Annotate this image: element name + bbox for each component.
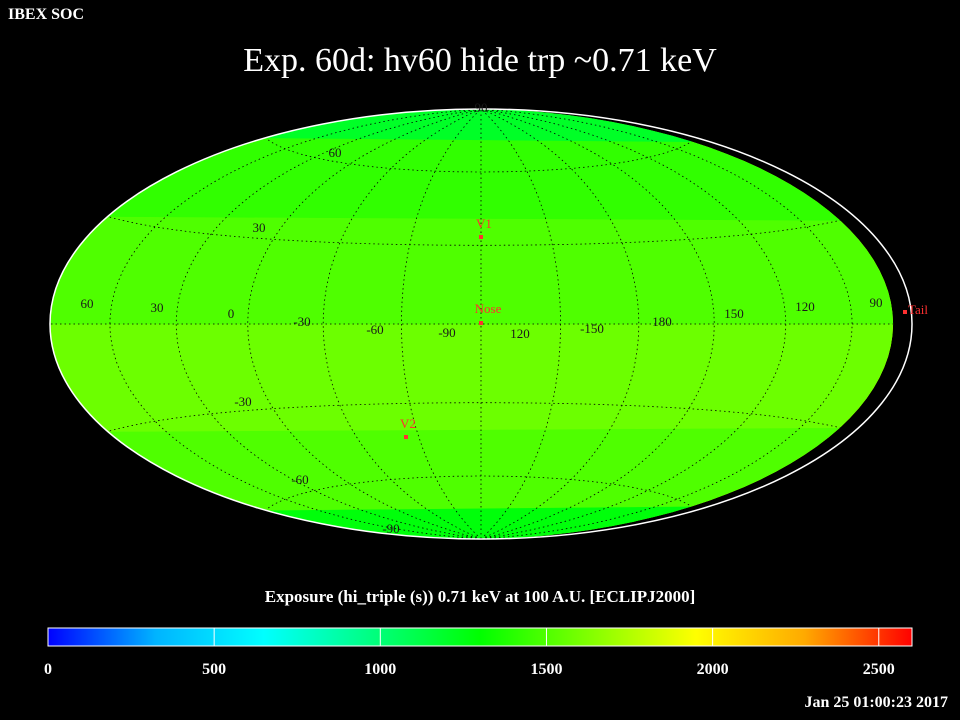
parallel-line [265, 137, 697, 173]
lat-label: 90 [475, 100, 488, 115]
exposure-stripe [50, 216, 894, 325]
lon-label: 120 [510, 326, 530, 341]
lat-label: -30 [234, 394, 251, 409]
org-label: IBEX SOC [8, 6, 85, 23]
lat-label: -60 [291, 472, 308, 487]
meridian-line [480, 109, 562, 539]
exposure-stripe [265, 506, 692, 539]
parallel-line [107, 402, 855, 432]
lat-label: -90 [382, 521, 399, 536]
lon-label: 150 [724, 306, 744, 321]
marker-tail-label: Tail [908, 302, 928, 317]
colorbar-title: Exposure (hi_triple (s)) 0.71 keV at 100… [264, 587, 696, 606]
marker-v1-label: V1 [476, 216, 492, 231]
marker-v2-dot [404, 435, 408, 439]
lon-label: 60 [81, 296, 94, 311]
lon-label: -60 [366, 322, 383, 337]
lon-label: 180 [652, 314, 672, 329]
lat-label: 30 [253, 220, 266, 235]
exposure-stripe [106, 137, 841, 221]
lon-label: 0 [228, 306, 235, 321]
lon-label: -30 [293, 314, 310, 329]
lon-label: 90 [870, 295, 883, 310]
marker-tail-dot [903, 310, 907, 314]
lon-label: 30 [151, 300, 164, 315]
lon-label: -150 [580, 321, 604, 336]
parallel-line [265, 475, 697, 511]
map-title: Exp. 60d: hv60 hide trp ~0.71 keV [243, 42, 717, 79]
marker-v2-label: V2 [400, 416, 416, 431]
marker-nose-dot [479, 321, 483, 325]
exposure-stripe [106, 427, 841, 511]
exposure-stripe [50, 323, 894, 432]
timestamp: Jan 25 01:00:23 2017 [804, 694, 948, 711]
map-outline [49, 108, 913, 540]
lat-label: 60 [329, 145, 342, 160]
parallel-line [107, 216, 855, 246]
lon-label: 120 [795, 299, 815, 314]
marker-nose-label: Nose [475, 301, 502, 316]
lon-label: -90 [438, 325, 455, 340]
marker-v1-dot [479, 235, 483, 239]
